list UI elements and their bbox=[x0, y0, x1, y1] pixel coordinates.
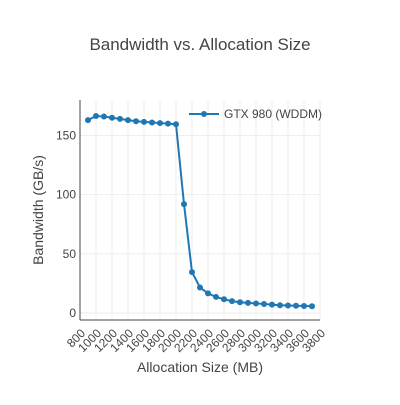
data-point[interactable] bbox=[109, 114, 115, 121]
data-point[interactable] bbox=[149, 119, 155, 126]
data-point[interactable] bbox=[133, 118, 139, 125]
data-point[interactable] bbox=[285, 302, 291, 309]
data-point[interactable] bbox=[269, 301, 275, 308]
data-point[interactable] bbox=[157, 120, 163, 127]
data-point[interactable] bbox=[101, 113, 107, 120]
data-point[interactable] bbox=[221, 296, 227, 303]
data-point[interactable] bbox=[197, 284, 203, 291]
data-point[interactable] bbox=[85, 117, 91, 124]
data-point[interactable] bbox=[125, 117, 131, 124]
legend[interactable]: GTX 980 (WDDM) bbox=[189, 107, 322, 121]
data-point[interactable] bbox=[93, 112, 99, 119]
data-point[interactable] bbox=[253, 300, 259, 307]
data-point[interactable] bbox=[205, 290, 211, 297]
data-point[interactable] bbox=[301, 303, 307, 310]
data-point[interactable] bbox=[309, 303, 315, 310]
data-point[interactable] bbox=[237, 299, 243, 306]
legend-marker-swatch bbox=[201, 111, 207, 117]
series-layer bbox=[85, 112, 315, 310]
data-point[interactable] bbox=[181, 201, 187, 208]
y-axis-title: Bandwidth (GB/s) bbox=[30, 155, 46, 265]
data-point[interactable] bbox=[261, 301, 267, 308]
data-point[interactable] bbox=[165, 120, 171, 127]
data-point[interactable] bbox=[173, 121, 179, 128]
x-axis-title: Allocation Size (MB) bbox=[137, 359, 263, 375]
y-axis-ticks: 0 50 100 150 bbox=[56, 128, 76, 319]
chart-title: Bandwidth vs. Allocation Size bbox=[89, 35, 310, 54]
y-tick-label: 150 bbox=[56, 128, 76, 142]
data-point[interactable] bbox=[229, 298, 235, 305]
data-point[interactable] bbox=[141, 118, 147, 125]
grid bbox=[79, 100, 321, 320]
data-point[interactable] bbox=[213, 293, 219, 300]
axes bbox=[79, 100, 320, 321]
y-tick-label: 100 bbox=[56, 188, 76, 202]
data-point[interactable] bbox=[189, 269, 195, 276]
y-tick-label: 0 bbox=[69, 306, 76, 320]
data-point[interactable] bbox=[277, 302, 283, 309]
data-point[interactable] bbox=[293, 302, 299, 309]
data-point[interactable] bbox=[245, 299, 251, 306]
legend-entry-gtx-980: GTX 980 (WDDM) bbox=[224, 107, 322, 121]
y-tick-label: 50 bbox=[63, 247, 77, 261]
data-point[interactable] bbox=[117, 115, 123, 122]
